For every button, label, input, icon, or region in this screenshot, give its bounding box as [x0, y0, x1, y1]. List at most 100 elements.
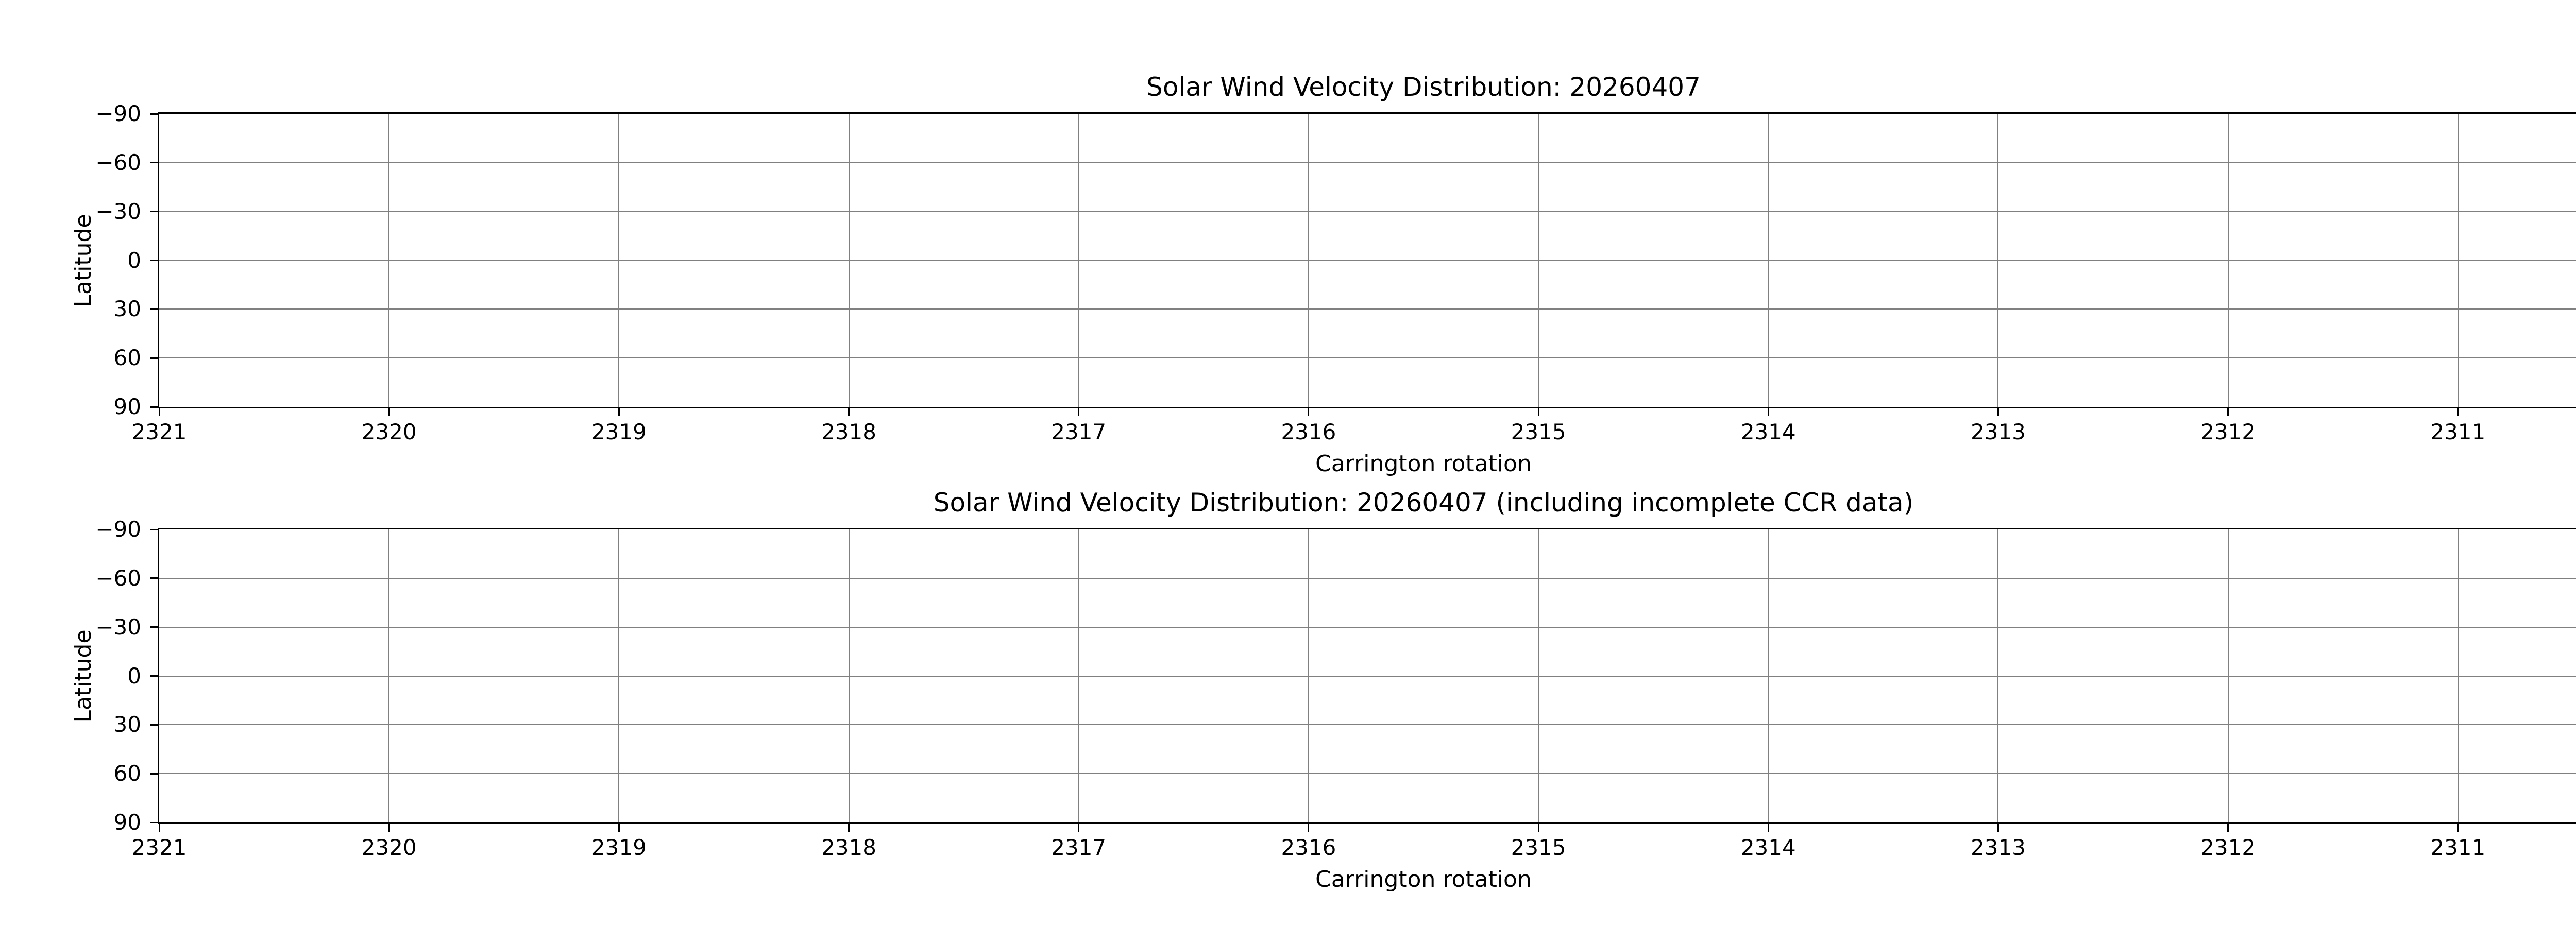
axes-area	[158, 112, 2576, 408]
x-tick-mark	[2457, 824, 2459, 832]
y-tick-mark	[150, 162, 158, 164]
x-tick-mark	[2227, 408, 2229, 416]
x-tick-label: 2312	[2200, 835, 2256, 860]
gridline-h	[159, 577, 2576, 579]
gridline-v	[2457, 114, 2459, 407]
y-tick-label: −60	[95, 149, 141, 175]
x-tick-mark	[2457, 408, 2459, 416]
y-tick-mark	[150, 772, 158, 775]
x-tick-label: 2311	[2430, 419, 2486, 444]
x-tick-label: 2319	[591, 835, 647, 860]
x-tick-label: 2316	[1281, 419, 1336, 444]
gridline-v	[848, 114, 850, 407]
x-tick-mark	[1537, 408, 1539, 416]
gridline-v	[1538, 529, 1539, 822]
gridline-v	[1308, 529, 1309, 822]
x-tick-mark	[158, 824, 160, 832]
x-tick-mark	[1308, 408, 1310, 416]
x-tick-mark	[1537, 824, 1539, 832]
y-tick-mark	[150, 626, 158, 628]
y-tick-label: 0	[127, 247, 141, 273]
gridline-h	[159, 162, 2576, 163]
y-tick-mark	[150, 577, 158, 579]
gridline-h	[159, 211, 2576, 212]
x-tick-mark	[158, 408, 160, 416]
gridline-v	[388, 529, 390, 822]
plot-title: Solar Wind Velocity Distribution: 202604…	[1146, 72, 1701, 102]
y-tick-label: 0	[127, 663, 141, 689]
gridline-v	[1078, 529, 1079, 822]
y-tick-mark	[150, 260, 158, 261]
x-tick-label: 2313	[1971, 835, 2026, 860]
gridline-v	[1768, 529, 1769, 822]
y-tick-label: 60	[113, 345, 141, 371]
y-tick-label: −90	[95, 101, 141, 126]
y-tick-mark	[150, 211, 158, 213]
y-tick-label: −30	[95, 614, 141, 640]
gridline-v	[388, 114, 390, 407]
gridline-h	[159, 308, 2576, 310]
x-tick-label: 2313	[1971, 419, 2026, 444]
x-tick-mark	[848, 408, 850, 416]
plot-title: Solar Wind Velocity Distribution: 202604…	[933, 488, 1914, 518]
x-axis-label: Carrington rotation	[1315, 451, 1532, 477]
x-tick-label: 2318	[821, 835, 876, 860]
x-tick-mark	[1767, 408, 1769, 416]
x-tick-label: 2317	[1051, 835, 1107, 860]
y-tick-label: −60	[95, 565, 141, 591]
y-tick-label: 30	[113, 712, 141, 737]
gridline-h	[159, 357, 2576, 359]
y-tick-label: −30	[95, 198, 141, 224]
x-tick-mark	[2227, 824, 2229, 832]
gridline-v	[1538, 114, 1539, 407]
x-tick-label: 2311	[2430, 835, 2486, 860]
y-tick-mark	[150, 308, 158, 310]
gridline-h	[159, 675, 2576, 677]
x-tick-mark	[388, 408, 390, 416]
y-tick-mark	[150, 528, 158, 530]
x-tick-label: 2320	[361, 835, 417, 860]
gridline-h	[159, 626, 2576, 628]
x-tick-label: 2312	[2200, 419, 2256, 444]
x-tick-label: 2316	[1281, 835, 1336, 860]
y-tick-label: 90	[113, 810, 141, 835]
x-tick-mark	[618, 824, 620, 832]
gridline-v	[1768, 114, 1769, 407]
x-tick-mark	[1997, 408, 1999, 416]
x-tick-label: 2314	[1740, 835, 1796, 860]
x-tick-mark	[1308, 824, 1310, 832]
y-tick-mark	[150, 675, 158, 677]
x-tick-label: 2317	[1051, 419, 1107, 444]
gridline-h	[159, 260, 2576, 261]
gridline-v	[848, 529, 850, 822]
y-tick-mark	[150, 113, 158, 115]
x-tick-label: 2321	[131, 419, 187, 444]
x-tick-label: 2315	[1511, 419, 1566, 444]
gridline-v	[2227, 529, 2229, 822]
x-tick-mark	[1767, 824, 1769, 832]
y-tick-mark	[150, 724, 158, 726]
x-tick-label: 2314	[1740, 419, 1796, 444]
x-tick-mark	[1078, 408, 1080, 416]
x-tick-label: 2315	[1511, 835, 1566, 860]
gridline-v	[2227, 114, 2229, 407]
x-tick-mark	[1078, 824, 1080, 832]
gridline-h	[159, 773, 2576, 775]
y-tick-label: 60	[113, 761, 141, 786]
gridline-v	[618, 529, 620, 822]
y-tick-label: 90	[113, 394, 141, 419]
x-tick-label: 2321	[131, 835, 187, 860]
y-tick-mark	[150, 821, 158, 823]
y-tick-mark	[150, 357, 158, 359]
x-tick-mark	[618, 408, 620, 416]
gridline-h	[159, 724, 2576, 726]
gridline-v	[1997, 114, 1999, 407]
gridline-v	[1308, 114, 1309, 407]
gridline-v	[1078, 114, 1079, 407]
axes-area	[158, 528, 2576, 824]
gridline-v	[2457, 529, 2459, 822]
x-tick-mark	[1997, 824, 1999, 832]
x-tick-mark	[848, 824, 850, 832]
x-tick-label: 2320	[361, 419, 417, 444]
x-tick-mark	[388, 824, 390, 832]
